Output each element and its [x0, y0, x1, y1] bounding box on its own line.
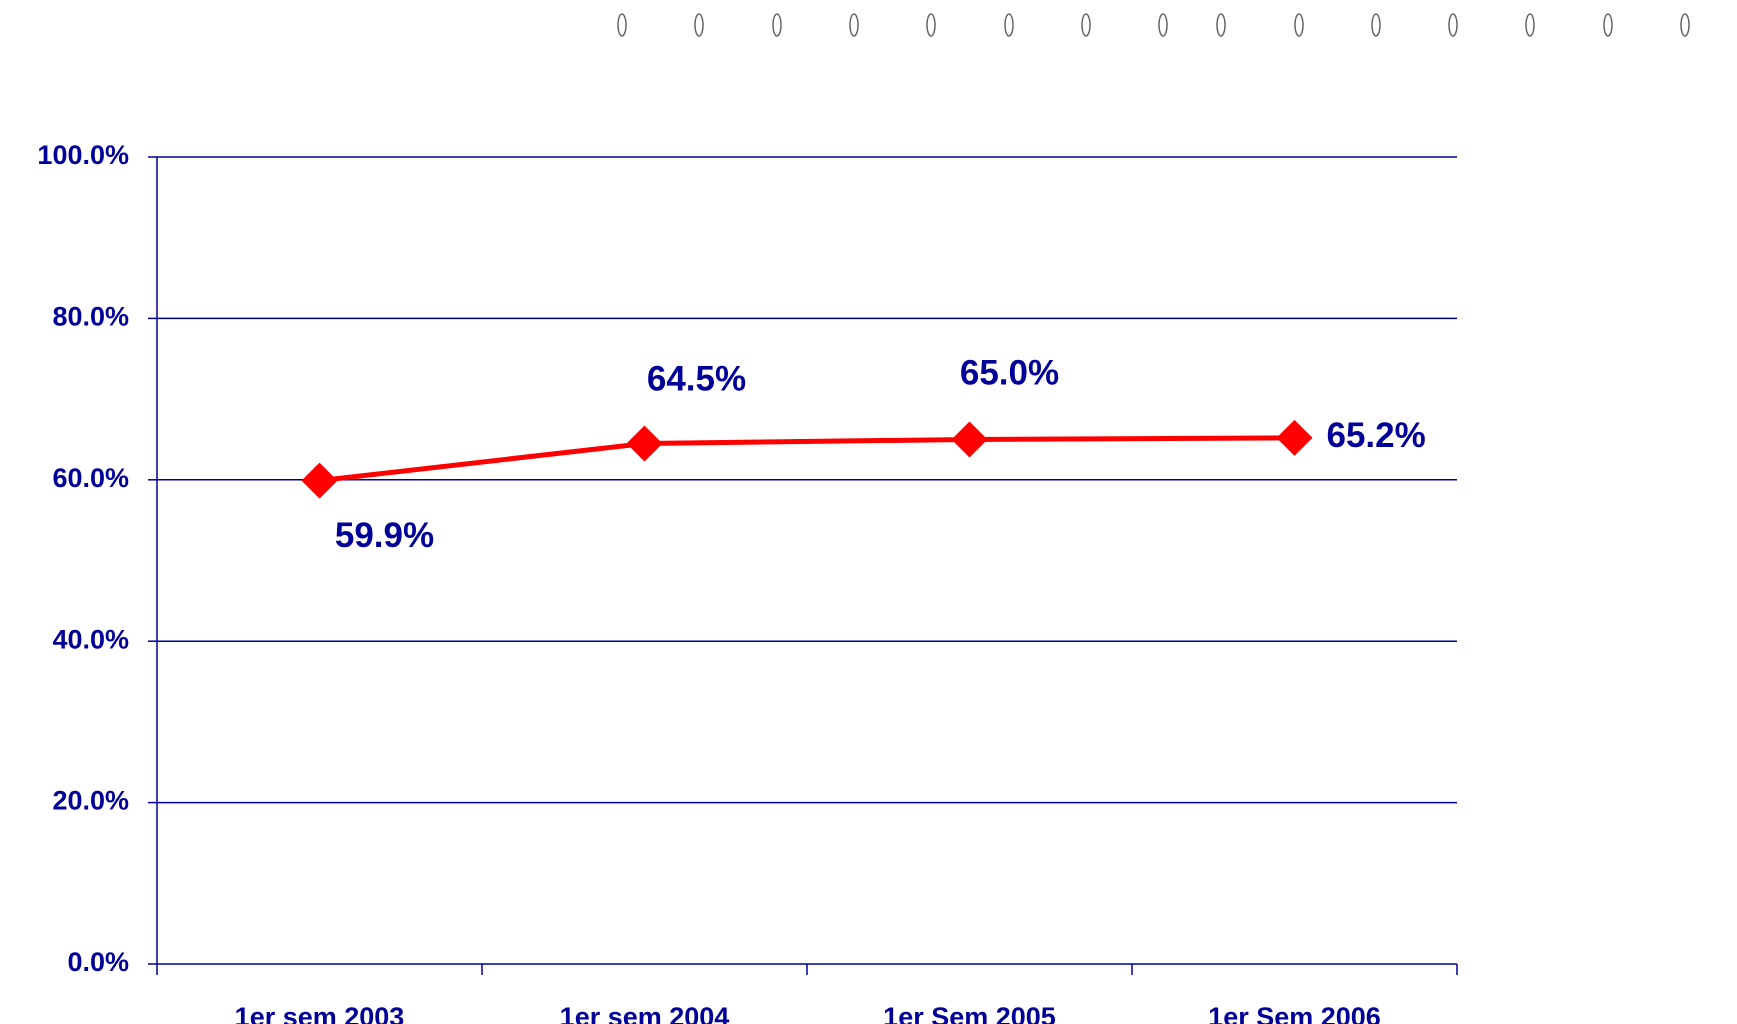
decor-oval — [1680, 13, 1690, 37]
data-point — [951, 421, 988, 458]
series-line — [319, 435, 1295, 484]
decor-oval — [772, 13, 782, 37]
y-tick-label: 80.0% — [52, 302, 129, 332]
y-tick-label: 0.0% — [67, 947, 129, 977]
data-label: 65.2% — [1327, 416, 1426, 455]
y-tick-label: 60.0% — [52, 463, 129, 493]
decor-oval — [1603, 13, 1613, 37]
x-tick-label: 1er sem 2004 — [560, 1002, 730, 1024]
y-tick-label: 20.0% — [52, 786, 129, 816]
x-tick-label: 1er Sem 2006 — [1208, 1002, 1381, 1024]
data-point — [1276, 419, 1313, 456]
decor-oval — [1371, 13, 1381, 37]
data-label: 64.5% — [647, 360, 746, 399]
decor-oval — [1525, 13, 1535, 37]
decor-oval — [1004, 13, 1014, 37]
decor-oval — [617, 13, 627, 37]
decor-oval — [694, 13, 704, 37]
decor-oval — [1216, 13, 1226, 37]
decor-oval — [1448, 13, 1458, 37]
decor-oval — [1081, 13, 1091, 37]
decor-oval — [1158, 13, 1168, 37]
decor-oval — [1294, 13, 1304, 37]
decor-oval — [926, 13, 936, 37]
data-point — [626, 425, 663, 462]
data-point — [301, 462, 338, 499]
y-tick-label: 40.0% — [52, 624, 129, 654]
x-tick-label: 1er sem 2003 — [235, 1002, 405, 1024]
y-tick-label: 100.0% — [37, 140, 129, 170]
x-tick-label: 1er Sem 2005 — [883, 1002, 1056, 1024]
data-label: 65.0% — [960, 354, 1059, 393]
decor-oval — [849, 13, 859, 37]
data-label: 59.9% — [335, 516, 434, 555]
